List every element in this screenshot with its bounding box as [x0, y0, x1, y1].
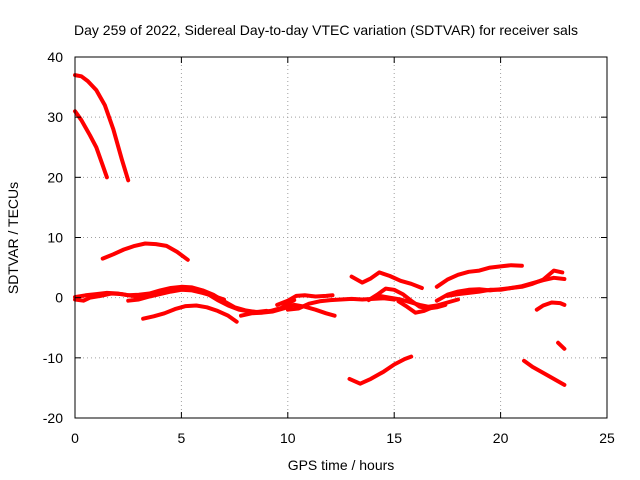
y-tick-label: 0 [55, 290, 63, 306]
series-arc-19 [556, 340, 567, 351]
y-tick-label: 40 [47, 49, 63, 65]
series-arc-5 [73, 284, 269, 315]
series-arc-17 [445, 275, 567, 298]
y-tick-label: -20 [43, 410, 63, 426]
x-axis-label: GPS time / hours [288, 457, 395, 473]
x-tick-labels: 0 5 10 15 20 25 [71, 430, 615, 446]
series-arc-21 [347, 354, 414, 386]
series-arc-1 [73, 73, 131, 183]
y-tick-label: 30 [47, 109, 63, 125]
series-arc-15 [434, 263, 524, 289]
series-arc-3 [100, 241, 190, 262]
series-arc-8 [239, 302, 337, 318]
y-tick-label: 20 [47, 169, 63, 185]
y-axis-label: SDTVAR / TECUs [5, 182, 21, 294]
chart-title: Day 259 of 2022, Sidereal Day-to-day VTE… [74, 22, 578, 38]
series-arc-20 [522, 358, 567, 387]
axis-ticks [74, 56, 608, 419]
x-tick-label: 25 [599, 430, 615, 446]
x-tick-label: 5 [178, 430, 186, 446]
series-arc-7 [141, 303, 239, 324]
x-tick-label: 0 [71, 430, 79, 446]
x-tick-label: 10 [280, 430, 296, 446]
series-arc-13 [377, 293, 460, 309]
series-arc-2 [73, 109, 109, 180]
grid [75, 57, 607, 418]
series-arc-11 [349, 270, 424, 290]
series-arc-18 [534, 300, 567, 312]
series-arc-14 [396, 299, 435, 315]
x-tick-label: 20 [493, 430, 509, 446]
series-arc-9 [275, 293, 335, 307]
series-arc-10 [285, 296, 397, 312]
data-traces [73, 73, 567, 387]
y-tick-label: -10 [43, 350, 63, 366]
x-tick-label: 15 [386, 430, 402, 446]
y-tick-label: 10 [47, 230, 63, 246]
y-tick-labels: -20 -10 0 10 20 30 40 [43, 49, 63, 426]
series-arc-6 [126, 287, 226, 303]
